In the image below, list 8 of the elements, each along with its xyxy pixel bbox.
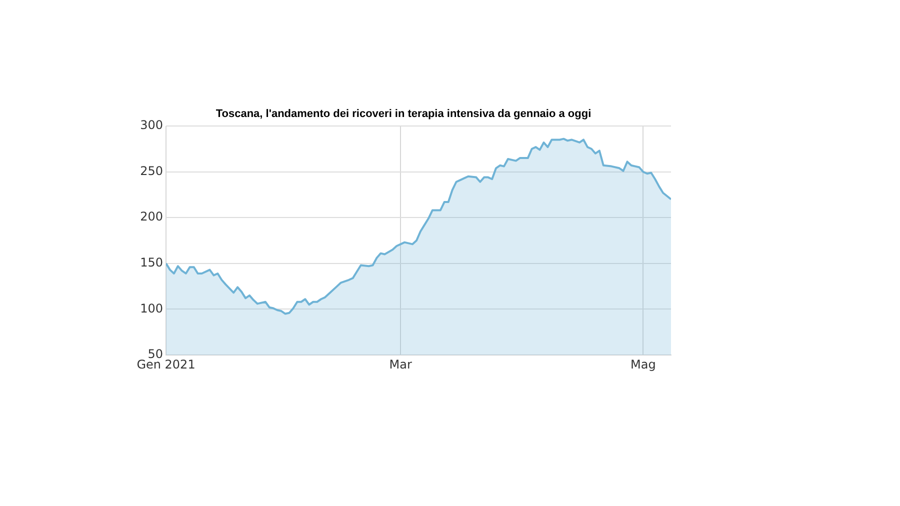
y-tick-label: 100	[140, 301, 163, 316]
x-tick-label: Mag	[630, 357, 656, 372]
x-tick-label: Mar	[389, 357, 412, 372]
chart-title: Toscana, l'andamento dei ricoveri in terapia intensiva da gennaio a oggi	[216, 108, 592, 120]
y-tick-label: 250	[140, 164, 163, 178]
y-tick-label: 300	[140, 118, 163, 132]
y-tick-label: 150	[140, 256, 163, 270]
y-tick-label: 200	[140, 210, 163, 224]
